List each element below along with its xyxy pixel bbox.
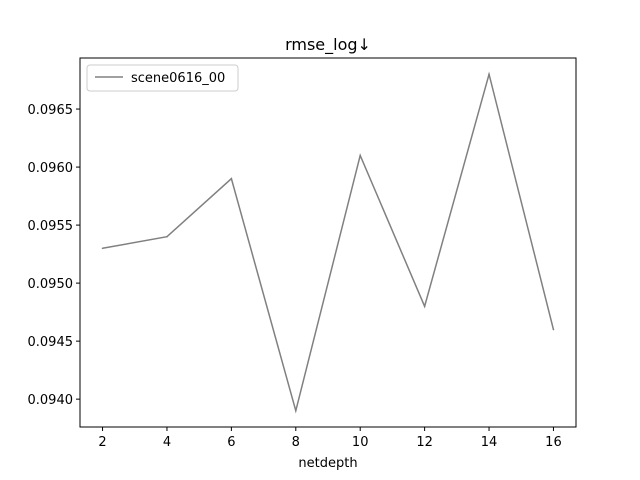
y-tick-label: 0.0950 <box>28 277 74 292</box>
x-tick-label: 10 <box>352 435 369 450</box>
chart-title: rmse_log↓ <box>285 35 371 55</box>
data-point <box>552 328 555 331</box>
x-tick-label: 6 <box>227 435 235 450</box>
legend-label: scene0616_00 <box>131 71 225 86</box>
x-tick-label: 16 <box>545 435 562 450</box>
data-point <box>423 305 426 308</box>
x-tick-label: 12 <box>416 435 433 450</box>
y-tick-label: 0.0945 <box>28 335 74 350</box>
data-point <box>230 177 233 180</box>
y-tick-label: 0.0960 <box>28 161 74 176</box>
data-point <box>294 409 297 412</box>
y-tick-label: 0.0965 <box>28 103 74 118</box>
plot-frame <box>79 57 577 428</box>
ticks-layer: 2 4 6 8 10 12 14 16 0.0940 0.0945 0.0950 0.0955 0.09… <box>28 103 562 450</box>
series-layer <box>101 71 555 414</box>
y-tick-label: 0.0955 <box>28 219 74 234</box>
data-point <box>359 154 362 157</box>
data-point <box>166 235 168 238</box>
x-axis-label: netdepth <box>298 456 357 471</box>
data-point <box>101 247 104 250</box>
x-tick-label: 4 <box>163 435 171 450</box>
x-tick-label: 8 <box>292 435 300 450</box>
legend-box <box>86 64 239 92</box>
legend: scene0616_00 <box>86 64 239 92</box>
series-line-0 <box>102 71 555 414</box>
x-tick-label: 14 <box>481 435 498 450</box>
data-point <box>488 73 490 76</box>
x-tick-label: 2 <box>98 435 106 450</box>
y-tick-label: 0.0940 <box>28 393 74 408</box>
